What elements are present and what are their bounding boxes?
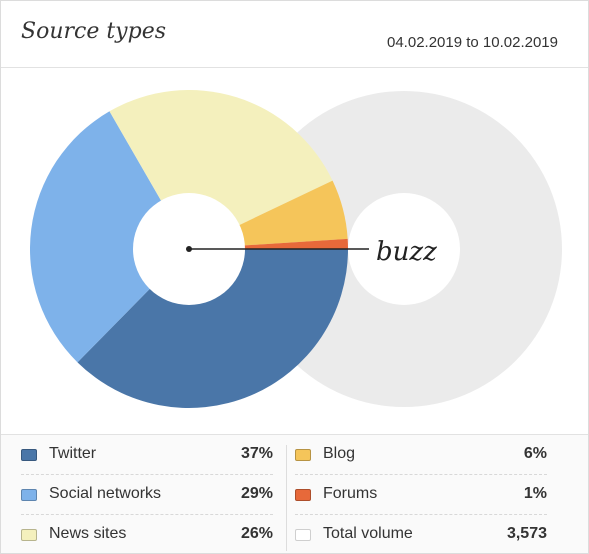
legend-value: 29% xyxy=(240,485,273,502)
slice-twitter[interactable] xyxy=(77,249,349,408)
legend-swatch xyxy=(295,489,311,501)
legend-item: Twitter 37% xyxy=(21,435,273,475)
legend-item: Social networks 29% xyxy=(21,475,273,515)
legend-column-left: Twitter 37% Social networks 29% News sit… xyxy=(21,435,273,553)
legend-item: Total volume 3,573 xyxy=(295,515,547,553)
legend-value: 3,573 xyxy=(506,525,547,542)
legend: Twitter 37% Social networks 29% News sit… xyxy=(1,434,588,553)
chart-area: buzz xyxy=(1,68,588,434)
legend-value: 37% xyxy=(240,445,273,462)
legend-label: Twitter xyxy=(49,445,97,462)
center-label: buzz xyxy=(376,237,437,267)
donut-chart: buzz xyxy=(30,90,562,408)
legend-label: Total volume xyxy=(323,525,413,542)
legend-value: 1% xyxy=(523,485,547,502)
card-title: Source types xyxy=(21,19,166,44)
date-range: 04.02.2019 to 10.02.2019 xyxy=(387,34,558,51)
legend-label: News sites xyxy=(49,525,127,542)
legend-swatch xyxy=(21,449,37,461)
legend-swatch xyxy=(295,529,311,541)
legend-swatch xyxy=(21,489,37,501)
legend-label: Forums xyxy=(323,485,378,502)
legend-value: 6% xyxy=(523,445,547,462)
legend-item: Forums 1% xyxy=(295,475,547,515)
legend-item: Blog 6% xyxy=(295,435,547,475)
legend-swatch xyxy=(21,529,37,541)
pointer-dot xyxy=(186,246,192,252)
legend-item: News sites 26% xyxy=(21,515,273,553)
slice-social-networks[interactable] xyxy=(30,111,190,363)
legend-label: Blog xyxy=(323,445,356,462)
legend-label: Social networks xyxy=(49,485,162,502)
legend-value: 26% xyxy=(240,525,273,542)
legend-divider xyxy=(286,445,287,551)
legend-swatch xyxy=(295,449,311,461)
slice-news-sites[interactable] xyxy=(109,90,333,249)
legend-column-right: Blog 6% Forums 1% Total volume 3,573 xyxy=(295,435,547,553)
card-header: Source types 04.02.2019 to 10.02.2019 xyxy=(1,1,588,68)
